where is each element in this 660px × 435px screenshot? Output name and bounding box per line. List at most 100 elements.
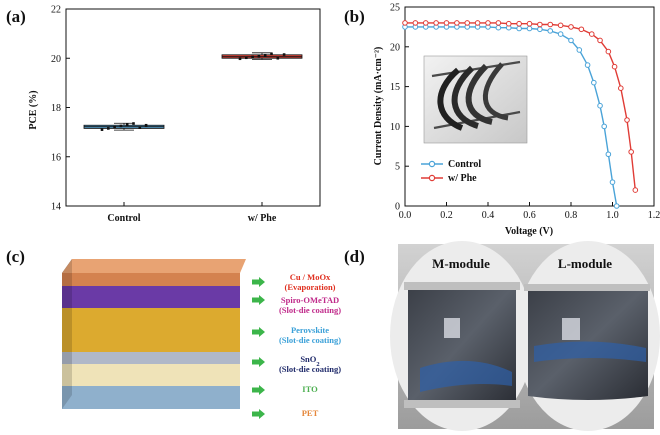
series-point xyxy=(547,21,554,28)
series-point xyxy=(433,20,439,26)
series-phe xyxy=(402,20,639,193)
layer-arrow-icon xyxy=(252,385,265,395)
series-point xyxy=(568,24,574,30)
series-point xyxy=(443,20,450,26)
y-tick-label: 15 xyxy=(390,82,400,93)
series-point xyxy=(454,20,460,26)
panel-a-x-ticks: Control w/ Phe xyxy=(107,202,277,224)
series-point xyxy=(618,85,624,91)
layer-arrow-icon xyxy=(252,327,265,337)
layer-arrow-icon xyxy=(252,277,265,287)
series-point xyxy=(402,20,408,26)
layer-label-spiro: Spiro-OMeTAD xyxy=(281,295,339,305)
y-tick-label: 10 xyxy=(390,122,400,133)
layer-label-sno2: SnO2 xyxy=(300,354,319,368)
panel-a-axes-frame xyxy=(65,8,321,207)
series-point xyxy=(526,20,533,27)
layer-label-pet: PET xyxy=(302,408,319,418)
series-point xyxy=(505,20,512,27)
layer-stack-top xyxy=(62,259,246,273)
data-point xyxy=(107,127,110,130)
panel-b-x-ticks: 0.0 0.2 0.4 0.6 0.8 1.0 1.2 xyxy=(399,202,660,221)
l-module-label: L-module xyxy=(558,256,612,271)
series-point xyxy=(628,149,634,155)
series-point xyxy=(578,26,585,33)
panel-d-label: (d) xyxy=(344,247,365,266)
series-point xyxy=(591,79,597,86)
panel-b-y-axis-label: Current Density (mA·cm⁻²) xyxy=(373,47,384,166)
layer-process-perovskite: (Slot-die coating) xyxy=(279,335,341,345)
x-tick-label: 0.8 xyxy=(565,210,578,221)
data-point xyxy=(132,122,135,125)
panel-d: (d) M-module L-module xyxy=(344,241,660,431)
series-point xyxy=(495,20,502,26)
series-point xyxy=(557,31,564,37)
x-tick-label: 0.6 xyxy=(523,210,536,221)
series-point xyxy=(526,25,533,32)
y-tick-label: 20 xyxy=(51,54,61,65)
data-point xyxy=(113,125,116,129)
panel-b-series xyxy=(402,20,639,209)
series-point xyxy=(611,63,618,70)
y-tick-label: 14 xyxy=(51,202,61,213)
series-point xyxy=(412,20,419,26)
m-module-device xyxy=(404,282,520,408)
layer-label-perovskite: Perovskite xyxy=(291,325,329,335)
panel-b-y-ticks: 0 5 10 15 20 25 xyxy=(390,3,409,213)
layer-process-sno2: (Slot-die coating) xyxy=(279,364,341,374)
y-tick-label: 5 xyxy=(395,162,400,173)
data-point xyxy=(144,123,148,127)
series-point xyxy=(568,37,574,44)
series-point xyxy=(485,20,491,26)
layer-ito xyxy=(62,364,240,386)
series-point xyxy=(495,24,502,31)
box-phe xyxy=(221,52,303,61)
data-point xyxy=(245,56,248,60)
data-point xyxy=(276,56,280,60)
y-tick-label: 20 xyxy=(390,42,400,53)
series-point xyxy=(474,20,481,26)
data-point xyxy=(263,53,267,57)
m-module-label: M-module xyxy=(432,256,490,271)
layer-stack-front xyxy=(62,273,240,409)
series-point xyxy=(624,117,630,123)
panel-a-label: (a) xyxy=(6,7,26,26)
series-point xyxy=(605,48,612,55)
box-control xyxy=(83,122,165,131)
series-control xyxy=(402,24,620,209)
data-point xyxy=(270,52,273,56)
series-point xyxy=(597,102,603,109)
y-tick-label: 25 xyxy=(390,3,400,14)
panel-b-x-axis-label: Voltage (V) xyxy=(505,226,553,237)
series-point xyxy=(537,21,543,28)
layer-process-spiro: (Slot-die coating) xyxy=(279,305,341,315)
y-tick-label: 18 xyxy=(51,103,61,114)
layer-label-cu: Cu / MoOx xyxy=(290,272,331,282)
series-point xyxy=(584,62,591,68)
series-point xyxy=(547,28,554,34)
data-point xyxy=(138,126,142,129)
panel-a: (a) 14 16 18 20 22 Control w/ Phe PCE (%) xyxy=(6,5,321,224)
layer-sno2 xyxy=(62,352,240,364)
y-tick-label: 16 xyxy=(51,152,61,163)
series-point xyxy=(516,25,522,32)
data-point xyxy=(125,123,129,127)
series-point xyxy=(613,203,620,209)
data-point xyxy=(251,55,254,59)
x-tick-label: Control xyxy=(107,213,140,224)
layer-perovskite xyxy=(62,308,240,352)
layer-arrow-icon xyxy=(252,295,265,305)
x-tick-label: 0.0 xyxy=(399,210,412,221)
layer-process-cu: (Evaporation) xyxy=(285,282,336,292)
layer-pet xyxy=(62,386,240,409)
x-tick-label: 0.4 xyxy=(482,210,495,221)
layer-arrows xyxy=(252,277,265,419)
x-tick-label: 0.2 xyxy=(440,210,453,221)
panel-c: (c) Cu / MoOx (Evaporation) Spiro-OMeTAD… xyxy=(6,247,341,419)
layer-labels: Cu / MoOx (Evaporation) Spiro-OMeTAD (Sl… xyxy=(279,272,341,418)
panel-a-boxes xyxy=(83,52,303,131)
x-tick-label: w/ Phe xyxy=(248,213,277,224)
legend-label-control: Control xyxy=(448,159,481,170)
series-point xyxy=(609,179,616,185)
